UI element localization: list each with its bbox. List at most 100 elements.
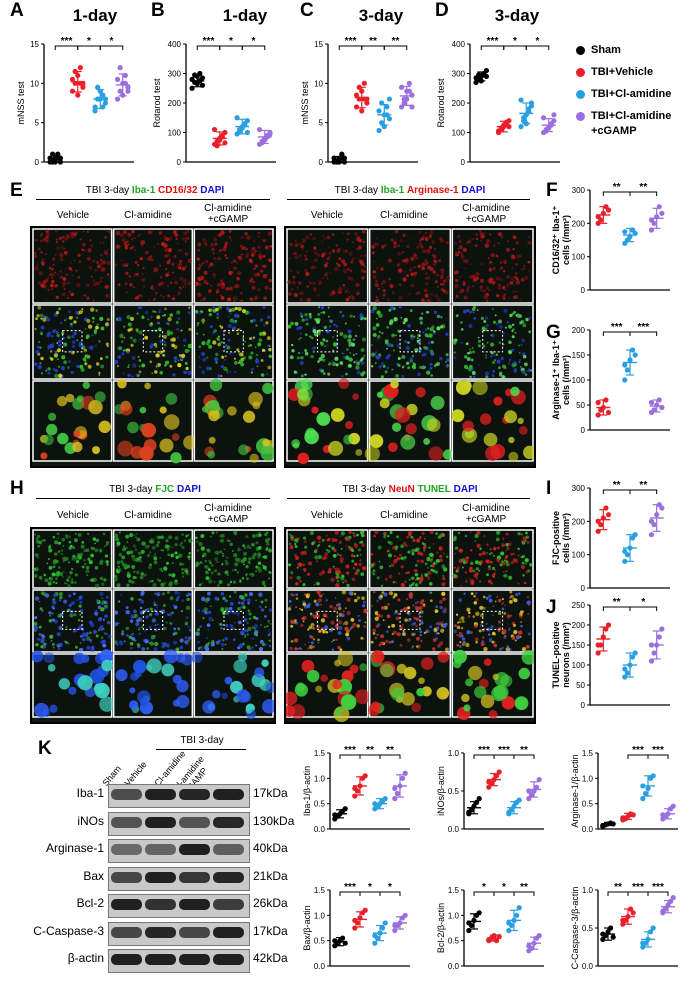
sig-label: * bbox=[252, 36, 256, 47]
data-point bbox=[503, 119, 509, 125]
data-point bbox=[656, 634, 662, 640]
panel-label-i: I bbox=[546, 478, 552, 499]
blot-kda-label: 17kDa bbox=[253, 786, 288, 800]
panel-c-title: 3-day bbox=[358, 6, 404, 25]
blot-band bbox=[111, 899, 142, 910]
divider bbox=[287, 199, 530, 200]
y-axis-label: Bcl-2/β-actin bbox=[436, 903, 446, 953]
blot-kda-label: 42kDa bbox=[253, 951, 288, 965]
data-point bbox=[332, 938, 338, 944]
data-point bbox=[117, 88, 123, 94]
data-point bbox=[222, 140, 228, 146]
col-header-clamidine: Cl-amidine bbox=[380, 210, 428, 221]
data-point bbox=[651, 407, 657, 413]
data-point bbox=[114, 96, 121, 102]
micrograph-e-right bbox=[284, 226, 537, 468]
sig-label: * bbox=[641, 597, 645, 608]
data-point bbox=[95, 84, 101, 90]
sig-label: * bbox=[502, 882, 506, 893]
y-tick-label: 15 bbox=[30, 40, 39, 49]
y-tick-label: 0.0 bbox=[582, 962, 594, 971]
blot-kda-label: 17kDa bbox=[253, 923, 288, 938]
data-point bbox=[384, 104, 390, 110]
data-point bbox=[400, 775, 406, 781]
blot-band bbox=[145, 816, 176, 828]
blot-protein-label: iNOs bbox=[77, 813, 104, 828]
y-tick-label: 50 bbox=[576, 681, 585, 690]
data-point bbox=[648, 658, 655, 664]
blot-header: TBI 3-day bbox=[180, 735, 224, 746]
data-point bbox=[648, 532, 655, 538]
y-tick-label: 0 bbox=[581, 584, 586, 593]
data-point bbox=[605, 622, 612, 628]
panel-label-c: C bbox=[300, 0, 314, 21]
data-point bbox=[394, 790, 400, 797]
data-point bbox=[379, 120, 385, 126]
col-header-vehicle: Vehicle bbox=[310, 510, 344, 521]
sig-label: * bbox=[536, 36, 540, 47]
panel-label-d: D bbox=[435, 0, 449, 21]
data-point bbox=[640, 940, 646, 946]
data-point bbox=[650, 773, 656, 779]
sig-label: ** bbox=[613, 597, 621, 608]
micrograph-image bbox=[31, 529, 277, 720]
sig-label: * bbox=[482, 882, 486, 893]
sig-bracket bbox=[629, 191, 658, 196]
data-point bbox=[605, 207, 612, 213]
col-header-vehicle: Vehicle bbox=[56, 210, 90, 221]
sig-label: * bbox=[388, 882, 392, 893]
data-point bbox=[376, 108, 382, 114]
legend-item-clamidine: TBI+Cl-amidine bbox=[576, 88, 671, 100]
data-point bbox=[80, 84, 86, 90]
y-tick-label: 0.5 bbox=[314, 937, 326, 946]
y-axis-label: Iba-1/β-actin bbox=[302, 766, 312, 816]
data-point bbox=[622, 666, 628, 672]
y-tick-label: 5 bbox=[35, 119, 40, 128]
legend-dot-icon bbox=[576, 111, 585, 121]
panel-label-h: H bbox=[10, 478, 24, 499]
data-point bbox=[622, 362, 628, 368]
y-axis-label: Rotarod test bbox=[152, 78, 162, 128]
y-axis-label: Arginase-1⁺ Iba-1⁺ bbox=[551, 340, 561, 420]
y-axis-label: mNSS test bbox=[300, 81, 310, 125]
data-point bbox=[624, 670, 631, 676]
sig-label: *** bbox=[652, 882, 664, 893]
y-tick-label: 200 bbox=[572, 517, 586, 526]
y-tick-label: 1.5 bbox=[448, 886, 460, 895]
sig-label: *** bbox=[632, 745, 644, 756]
y-tick-label: 400 bbox=[452, 40, 466, 49]
data-point bbox=[622, 377, 628, 383]
blot-band bbox=[145, 926, 176, 938]
y-tick-label: 200 bbox=[572, 326, 586, 335]
data-point bbox=[380, 925, 386, 931]
blot-kda-label: 26kDa bbox=[253, 896, 288, 910]
data-point bbox=[518, 97, 524, 103]
data-point bbox=[199, 75, 206, 81]
data-point bbox=[352, 925, 358, 931]
sig-label: ** bbox=[520, 882, 528, 893]
sig-label: *** bbox=[632, 882, 644, 893]
blot-protein-label: β-actin bbox=[67, 951, 104, 965]
data-point bbox=[659, 505, 665, 511]
blot-band bbox=[213, 871, 244, 883]
y-tick-label: 0.5 bbox=[314, 800, 326, 809]
y-tick-label: 0.5 bbox=[448, 787, 460, 796]
data-point bbox=[540, 115, 547, 121]
blot-protein-label: Arginase-1 bbox=[45, 841, 104, 855]
divider bbox=[36, 498, 270, 499]
data-point bbox=[376, 127, 382, 134]
y-tick-label: 0.0 bbox=[448, 962, 460, 971]
data-point bbox=[382, 920, 388, 926]
data-point bbox=[605, 409, 612, 416]
y-tick-label: 100 bbox=[572, 661, 586, 670]
y-tick-label: 100 bbox=[168, 129, 182, 138]
sig-label: *** bbox=[478, 745, 490, 756]
data-point bbox=[372, 940, 378, 946]
data-point bbox=[267, 131, 273, 137]
sig-label: ** bbox=[366, 745, 374, 756]
data-point bbox=[392, 922, 398, 929]
data-point bbox=[670, 895, 676, 901]
blot-band bbox=[213, 926, 244, 938]
data-point bbox=[551, 118, 557, 124]
sig-bracket bbox=[647, 754, 669, 759]
